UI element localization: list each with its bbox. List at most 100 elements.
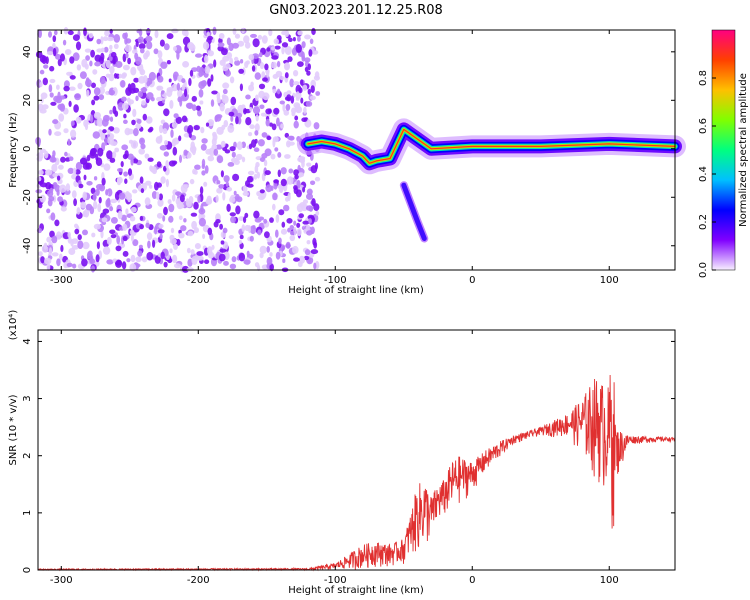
noise-blob <box>314 71 320 79</box>
noise-blob <box>129 229 135 236</box>
noise-blob <box>242 184 248 193</box>
noise-blob <box>97 147 104 157</box>
noise-blob <box>82 210 88 217</box>
noise-blob <box>193 201 199 210</box>
noise-blob <box>191 146 196 156</box>
noise-blob <box>300 97 304 104</box>
noise-blob <box>185 198 190 206</box>
noise-blob <box>199 100 204 105</box>
noise-blob <box>183 149 188 156</box>
noise-blob <box>272 88 277 94</box>
noise-blob <box>173 46 177 52</box>
noise-blob <box>105 189 109 196</box>
noise-blob <box>193 169 198 175</box>
noise-blob <box>272 203 276 211</box>
noise-blob <box>245 117 252 126</box>
noise-blob <box>96 38 102 45</box>
noise-blob <box>239 234 244 240</box>
descending-branch-trace <box>401 182 427 241</box>
noise-blob <box>288 168 294 174</box>
spectrogram-x-label: Height of straight line (km) <box>288 285 424 296</box>
noise-blob <box>157 198 164 207</box>
noise-blob <box>296 203 304 213</box>
noise-blob <box>183 218 187 223</box>
noise-blob <box>58 164 64 170</box>
noise-blob <box>303 106 307 114</box>
noise-blob <box>49 92 54 98</box>
noise-blob <box>162 215 166 222</box>
noise-blob <box>157 229 165 234</box>
noise-blob <box>163 206 168 216</box>
noise-blob <box>289 225 295 230</box>
y-tick-label: -20 <box>22 189 33 205</box>
noise-blob <box>210 99 215 107</box>
noise-blob <box>70 120 75 126</box>
noise-blob <box>215 219 221 224</box>
noise-blob <box>149 184 153 189</box>
noise-blob <box>100 36 104 45</box>
noise-blob <box>227 162 235 167</box>
noise-blob <box>287 56 293 62</box>
noise-blob <box>207 35 214 41</box>
noise-blob <box>302 186 306 193</box>
noise-blob <box>39 81 43 87</box>
noise-blob <box>40 256 45 264</box>
noise-blob <box>127 128 134 135</box>
noise-blob <box>191 255 198 265</box>
noise-blob <box>282 103 286 112</box>
noise-blob <box>246 176 254 183</box>
noise-blob <box>296 228 302 237</box>
noise-blob <box>268 29 273 37</box>
noise-blob <box>198 217 206 227</box>
noise-blob <box>160 176 166 184</box>
noise-blob <box>45 169 53 176</box>
noise-blob <box>182 61 190 68</box>
noise-blob <box>298 213 305 219</box>
noise-blob <box>81 258 88 267</box>
colorbar-tick-label: 0.4 <box>698 166 709 182</box>
noise-blob <box>239 83 243 92</box>
noise-blob <box>222 227 228 234</box>
noise-blob <box>92 131 101 139</box>
noise-blob <box>123 119 128 125</box>
noise-blob <box>207 155 215 162</box>
noise-blob <box>227 124 235 133</box>
noise-blob <box>253 147 260 152</box>
y-tick-label: 0 <box>22 146 33 152</box>
noise-blob <box>266 135 272 141</box>
noise-blob <box>158 193 163 201</box>
noise-blob <box>181 84 185 92</box>
noise-blob <box>160 251 165 260</box>
noise-blob <box>226 187 233 192</box>
noise-blob <box>41 55 47 64</box>
noise-blob <box>289 230 295 236</box>
colorbar-tick-label: 0.0 <box>698 262 709 278</box>
noise-blob <box>201 138 208 144</box>
noise-blob <box>216 92 221 101</box>
noise-blob <box>293 220 297 226</box>
noise-blob <box>128 139 134 144</box>
noise-blob <box>115 61 123 68</box>
noise-blob <box>106 36 115 42</box>
y-tick-label: 3 <box>22 395 33 401</box>
noise-blob <box>255 94 259 102</box>
noise-blob <box>150 166 157 173</box>
noise-blob <box>144 153 150 159</box>
noise-blob <box>265 184 273 193</box>
y-tick-label: 1 <box>22 510 33 516</box>
noise-blob <box>290 95 295 104</box>
noise-blob <box>178 232 185 239</box>
noise-blob <box>120 161 124 168</box>
noise-blob <box>171 28 179 34</box>
noise-blob <box>101 177 106 186</box>
noise-blob <box>272 192 278 201</box>
noise-blob <box>226 52 233 59</box>
noise-blob <box>176 51 180 60</box>
noise-blob <box>109 109 113 115</box>
noise-blob <box>219 59 226 66</box>
noise-blob <box>201 214 206 219</box>
noise-blob <box>255 161 260 168</box>
noise-blob <box>304 34 311 40</box>
noise-blob <box>93 95 100 101</box>
